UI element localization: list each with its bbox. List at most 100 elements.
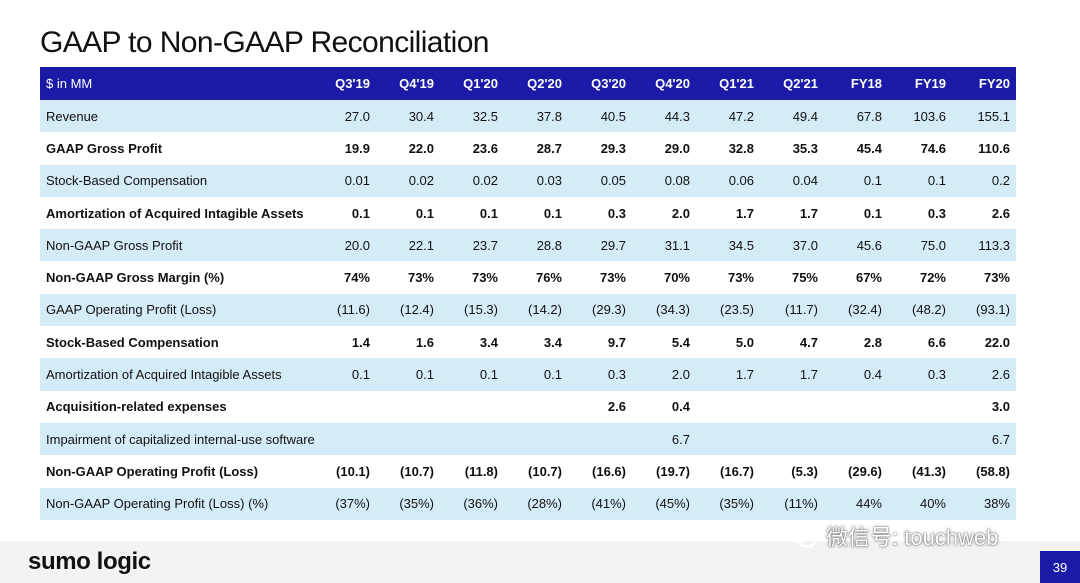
table-cell: 47.2	[728, 108, 754, 124]
table-cell: 2.8	[863, 334, 882, 350]
table-cell: 0.1	[351, 205, 370, 221]
table-cell: (36%)	[463, 496, 498, 512]
table-cell: 0.01	[344, 173, 370, 189]
column-header: Q3'20	[591, 76, 626, 91]
table-cell	[440, 391, 504, 423]
row-label: Acquisition-related expenses	[46, 399, 227, 415]
table-cell	[696, 391, 760, 423]
page-title: GAAP to Non-GAAP Reconciliation	[40, 26, 489, 59]
table-cell: 29.0	[664, 140, 690, 156]
table-cell: (29.6)	[848, 463, 882, 479]
table-row: GAAP Operating Profit (Loss) (11.6) (12.4)…	[40, 293, 1016, 327]
table-cell: 0.1	[543, 367, 562, 383]
table-cell: 1.7	[799, 367, 818, 383]
table-cell: 73%	[471, 270, 498, 286]
table-cell: 22.1	[408, 237, 434, 253]
table-cell: 30.4	[408, 108, 434, 124]
table-row: Amortization of Acquired Intagible Asset…	[40, 358, 1016, 391]
table-cell: 0.1	[927, 173, 946, 189]
table-cell: (15.3)	[464, 302, 498, 318]
table-cell: 34.5	[728, 237, 754, 253]
table-cell: (41.3)	[912, 463, 946, 479]
table-cell: 0.08	[664, 173, 690, 189]
table-cell: (10.7)	[400, 463, 434, 479]
table-cell: (32.4)	[848, 302, 882, 318]
table-cell: 0.2	[991, 173, 1010, 189]
table-cell: (11.6)	[337, 302, 370, 318]
table-cell: (34.3)	[656, 302, 690, 318]
table-cell: 32.5	[472, 108, 498, 124]
column-header: FY19	[914, 76, 946, 91]
column-header: Q2'21	[783, 76, 818, 91]
column-header: Q4'20	[655, 76, 690, 91]
table-cell: (11.8)	[464, 463, 498, 479]
table-cell: 3.4	[479, 334, 498, 350]
table-cell: 44%	[855, 496, 882, 512]
table-cell	[760, 423, 824, 455]
table-cell: 6.7	[671, 431, 690, 447]
table-row: Non-GAAP Gross Profit 20.0 22.1 23.7 28.8 29.…	[40, 229, 1016, 262]
table-cell: 4.7	[799, 334, 818, 350]
table-cell: 67.8	[856, 108, 882, 124]
table-cell: 1.6	[415, 334, 434, 350]
table-cell: 0.1	[415, 205, 434, 221]
table-cell: 75.0	[920, 237, 946, 253]
column-header: Q1'20	[463, 76, 498, 91]
row-label: Non-GAAP Operating Profit (Loss) (%)	[46, 496, 269, 512]
table-cell: 49.4	[792, 108, 818, 124]
table-cell: 74.6	[920, 140, 946, 156]
column-header: Q1'21	[719, 76, 754, 91]
table-cell: 0.02	[472, 173, 498, 189]
table-cell	[504, 391, 568, 423]
table-cell: (28%)	[527, 496, 562, 512]
table-cell: 1.7	[735, 367, 754, 383]
table-cell: 20.0	[344, 237, 370, 253]
table-cell: 103.6	[913, 108, 946, 124]
table-cell: (45%)	[655, 496, 690, 512]
table-cell: (12.4)	[400, 302, 434, 318]
table-cell: 9.7	[607, 334, 626, 350]
table-cell: 38%	[983, 496, 1010, 512]
row-label: Stock-Based Compensation	[46, 173, 208, 189]
table-cell: (41%)	[591, 496, 626, 512]
table-cell: 76%	[535, 270, 562, 286]
table-row: Acquisition-related expenses 2.6 0.4 3.0	[40, 390, 1016, 423]
column-header: FY18	[850, 76, 882, 91]
table-cell: 155.1	[977, 108, 1010, 124]
column-header: Q2'20	[527, 76, 562, 91]
table-cell: 0.1	[415, 367, 434, 383]
table-cell: (35%)	[719, 496, 754, 512]
table-cell: 0.04	[792, 173, 818, 189]
table-cell: 29.7	[600, 237, 626, 253]
table-cell: 0.1	[479, 367, 498, 383]
table-row: Non-GAAP Operating Profit (Loss) (10.1) (1…	[40, 455, 1016, 488]
table-cell: 35.3	[792, 140, 818, 156]
row-label: Impairment of capitalized internal-use s…	[46, 431, 315, 447]
table-row: Stock-Based Compensation 0.01 0.02 0.02 0.03…	[40, 164, 1016, 197]
table-cell: 73%	[599, 270, 626, 286]
table-cell: 73%	[983, 270, 1010, 286]
table-cell: 2.0	[671, 205, 690, 221]
table-cell: 6.6	[927, 334, 946, 350]
table-cell: 0.1	[543, 205, 562, 221]
table-header-row: $ in MM Q3'19 Q4'19 Q1'20 Q2'20 Q3'20 Q4'20 Q1…	[40, 67, 1016, 100]
table-cell: 0.06	[728, 173, 754, 189]
wechat-watermark: 微信号: touchweb	[786, 520, 998, 552]
table-row: Revenue 27.0 30.4 32.5 37.8 40.5 44.3 47.2 49.4 6…	[40, 100, 1016, 133]
table-cell: 0.3	[607, 205, 626, 221]
table-cell: 3.0	[991, 399, 1010, 415]
table-cell: (19.7)	[656, 463, 690, 479]
table-cell: 110.6	[978, 140, 1010, 156]
table-cell: (29.3)	[592, 302, 626, 318]
table-row: Non-GAAP Operating Profit (Loss) (%) (37%…	[40, 487, 1016, 520]
table-cell: (23.5)	[720, 302, 754, 318]
table-cell: 113.3	[978, 237, 1010, 253]
table-cell	[888, 423, 952, 455]
table-cell: 0.3	[927, 205, 946, 221]
table-cell: 0.03	[536, 173, 562, 189]
table-cell: (58.8)	[976, 463, 1010, 479]
table-cell: 2.6	[991, 367, 1010, 383]
table-cell: 28.7	[536, 140, 562, 156]
table-cell: 75%	[791, 270, 818, 286]
